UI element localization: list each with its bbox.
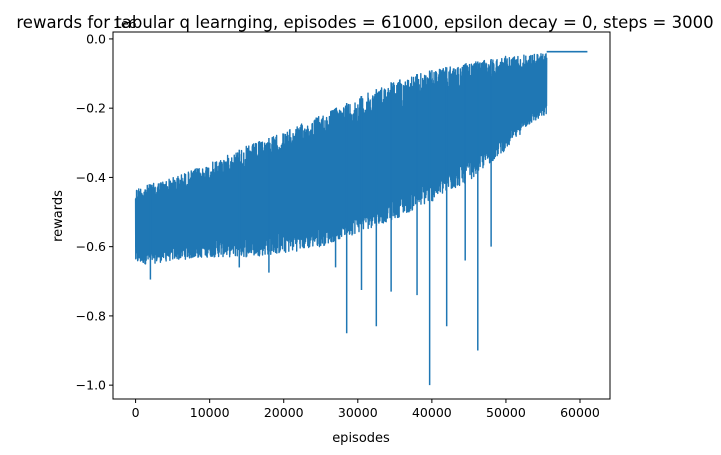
plot-frame (112, 31, 611, 400)
x-tick-label: 20000 (264, 405, 304, 420)
data-layer (134, 50, 588, 386)
y-axis-label: rewards (51, 190, 66, 242)
y-tick-label: −0.2 (76, 101, 106, 116)
x-tick-label: 30000 (338, 405, 378, 420)
y-tick-label: −1.0 (76, 378, 106, 393)
x-tick-label: 40000 (412, 405, 452, 420)
y-tick-label: 0.0 (86, 31, 106, 46)
y-axis: 0.0 −0.2 −0.4 −0.6 −0.8 −1.0 (76, 31, 113, 393)
y-tick-label: −0.4 (76, 170, 106, 185)
x-tick-label: 0 (132, 405, 140, 420)
x-axis: 0 10000 20000 30000 40000 50000 60000 (132, 399, 600, 420)
y-tick-label: −0.6 (76, 239, 106, 254)
x-tick-label: 60000 (560, 405, 600, 420)
y-scale-note: 1e6 (113, 16, 137, 31)
x-axis-label: episodes (332, 431, 390, 446)
y-tick-label: −0.8 (76, 308, 106, 323)
chart-title: rewards for tabular q learnging, episode… (16, 13, 713, 32)
x-tick-label: 10000 (190, 405, 230, 420)
x-tick-label: 50000 (486, 405, 526, 420)
